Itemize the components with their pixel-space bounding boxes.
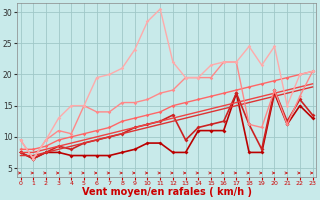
X-axis label: Vent moyen/en rafales ( km/h ): Vent moyen/en rafales ( km/h ) [82,187,252,197]
